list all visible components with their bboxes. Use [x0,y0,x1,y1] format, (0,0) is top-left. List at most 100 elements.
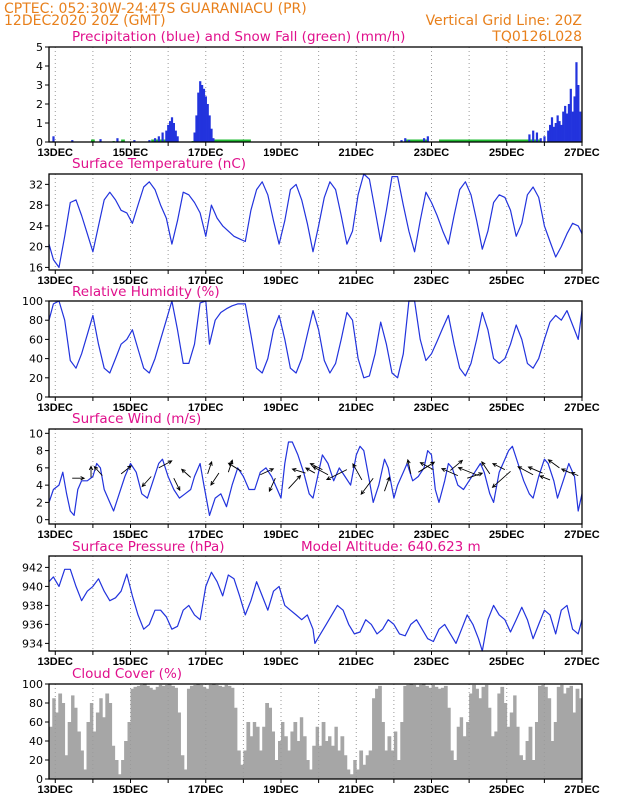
wind-arrow [457,466,479,477]
wind-arrow [88,465,94,478]
wind-arrow [440,468,459,477]
x-tick-label: 25DEC [489,275,525,287]
cloud-bar [221,686,225,779]
temperature-line [48,173,583,268]
precip-bar [153,138,157,142]
cloud-bar [118,774,122,779]
x-tick-label: 13DEC [38,784,74,796]
humidity-line [48,300,583,379]
wind-arrow [560,468,571,474]
cloud-bar [205,688,210,779]
cloud-bar [340,736,345,779]
precip-bar [535,132,539,142]
cloud-bar [469,693,473,779]
cloud-bar [443,685,448,779]
cloud-bar [105,693,110,779]
plot-frame [48,173,583,271]
cloud-bar [484,684,489,779]
precip-bar [161,132,164,142]
y-tick-label: 32 [29,178,43,191]
x-tick-label: 21DEC [339,147,375,159]
precip-bar [571,111,574,142]
cloud-bar [359,750,364,779]
x-tick-label: 27DEC [564,275,600,287]
y-tick-label: 3 [36,79,43,92]
precip-bar [133,140,136,142]
precip-bar [547,130,550,142]
precip-bar [567,104,571,142]
model-altitude: Model Altitude: 640.623 m [301,539,481,555]
y-tick-label: 0 [36,136,43,149]
cloud-bar [575,688,580,779]
wind-panel: Surface Wind (m/s) 0 2 4 6 8 10 13DEC 15DEC 17DE… [29,411,600,541]
y-tick-label: 4 [36,479,43,492]
wind-arrow [419,462,434,470]
cloud-bar [525,741,529,779]
cloud-bar [155,686,160,779]
precip-bar [573,96,576,142]
precip-bar [174,130,177,142]
cloud-bar [186,688,191,779]
wind-arrow [268,478,276,493]
cloud-bar [537,685,542,779]
cloud-bar [550,741,555,779]
y-tick-label: 60 [29,333,43,346]
cloud-bar [500,686,505,779]
cloud-bar [425,685,429,779]
precip-bar [404,138,407,142]
y-tick-label: 16 [29,261,43,274]
cloud-bar [506,726,511,779]
cloud-bar [572,712,577,779]
precip-bar [176,136,179,142]
y-tick-label: 100 [22,295,43,308]
cloud-bar [509,712,514,779]
precip-bar [552,126,555,142]
cloud-bar [487,707,492,779]
cloud-bar [246,722,251,779]
cloud-bar [177,712,181,779]
cloud-bar [331,745,335,779]
cloud-bar [102,717,106,779]
x-tick-label: 15DEC [113,784,149,796]
wind-arrow [325,469,348,481]
wind-arrow [173,478,181,492]
wind-arrow [288,474,302,489]
precip-bar [165,130,168,142]
precip-bar [577,85,580,142]
x-tick-label: 17DEC [188,147,224,159]
precip-bar [550,117,554,142]
plot-area [49,174,582,270]
x-tick-label: 25DEC [489,784,525,796]
wind-arrow [467,472,484,479]
cloud-bar [490,736,495,779]
x-tick-label: 21DEC [339,402,375,414]
cloud-bar [71,695,75,779]
cloud-bar [353,760,357,779]
precip-bar [579,111,582,142]
cloud-bar [534,722,539,779]
cloud-bar [243,750,247,779]
wind-arrow [291,467,306,474]
precip-bar [172,123,175,142]
x-tick-label: 27DEC [564,529,600,541]
cloud-bar [284,736,288,779]
precip-bar [564,105,567,142]
x-tick-label: 21DEC [339,275,375,287]
wind-arrow [481,461,491,475]
cloud-bar [262,726,266,779]
wind-arrow [517,466,534,476]
wind-arrow [491,463,506,470]
cloud-cover-title: Cloud Cover (%) [72,666,182,682]
y-tick-label: 80 [29,697,43,710]
cloud-bar [149,687,153,779]
cloud-bar [522,760,526,779]
snow-band [209,139,251,142]
cloud-bar [274,760,279,779]
wind-title: Surface Wind (m/s) [72,411,201,427]
cloud-bar [365,755,370,779]
cloud-bar [393,731,398,779]
y-tick-label: 100 [22,678,43,691]
cloud-bar [447,707,451,779]
precip-bar [210,128,213,142]
